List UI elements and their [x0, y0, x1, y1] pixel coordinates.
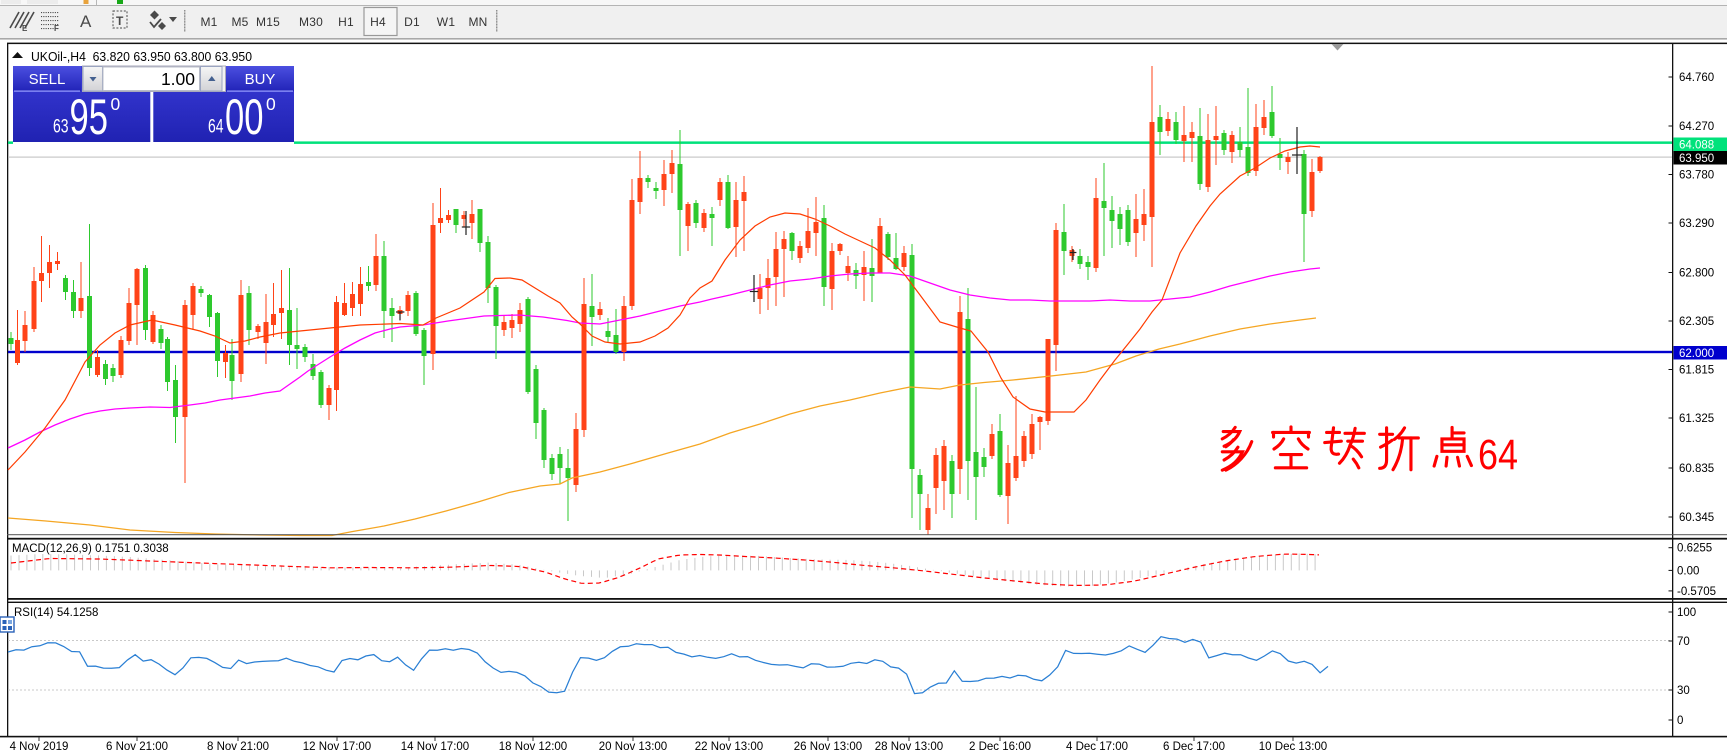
svg-text:14 Nov 17:00: 14 Nov 17:00 [401, 741, 469, 753]
svg-text:D1: D1 [404, 15, 420, 29]
svg-text:M30: M30 [299, 15, 323, 29]
svg-text:RSI(14) 54.1258: RSI(14) 54.1258 [14, 607, 98, 619]
svg-text:6 Nov 21:00: 6 Nov 21:00 [106, 741, 168, 753]
svg-text:M5: M5 [231, 15, 248, 29]
svg-text:63.290: 63.290 [1679, 218, 1714, 230]
svg-text:8 Nov 21:00: 8 Nov 21:00 [207, 741, 269, 753]
svg-text:62.000: 62.000 [1679, 348, 1714, 360]
svg-text:63.780: 63.780 [1679, 170, 1714, 182]
svg-text:64.088: 64.088 [1679, 140, 1714, 152]
svg-text:MACD(12,26,9) 0.1751 0.3038: MACD(12,26,9) 0.1751 0.3038 [12, 543, 169, 555]
svg-text:62.800: 62.800 [1679, 268, 1714, 280]
svg-text:63: 63 [53, 117, 69, 138]
svg-text:W1: W1 [437, 15, 456, 29]
svg-text:10 Dec 13:00: 10 Dec 13:00 [1259, 741, 1327, 753]
svg-text:6 Dec 17:00: 6 Dec 17:00 [1163, 741, 1225, 753]
svg-text:70: 70 [1677, 636, 1690, 648]
svg-text:BUY: BUY [245, 71, 276, 88]
svg-text:00: 00 [225, 89, 264, 145]
svg-text:26 Nov 13:00: 26 Nov 13:00 [794, 741, 862, 753]
svg-text:SELL: SELL [29, 71, 66, 88]
svg-text:M1: M1 [200, 15, 217, 29]
svg-text:0.00: 0.00 [1677, 565, 1699, 577]
svg-text:4 Dec 17:00: 4 Dec 17:00 [1066, 741, 1128, 753]
svg-text:62.305: 62.305 [1679, 316, 1714, 328]
svg-text:-0.5705: -0.5705 [1677, 586, 1716, 598]
svg-text:A: A [80, 12, 92, 31]
svg-text:H4: H4 [370, 15, 386, 29]
svg-text:64: 64 [208, 117, 224, 138]
svg-text:F: F [54, 24, 59, 33]
svg-text:64.760: 64.760 [1679, 72, 1714, 84]
svg-text:61.325: 61.325 [1679, 413, 1714, 425]
svg-text:63.950: 63.950 [1679, 153, 1714, 165]
svg-text:E: E [22, 24, 28, 33]
svg-text:0: 0 [266, 94, 276, 114]
svg-text:0.6255: 0.6255 [1677, 543, 1712, 555]
svg-text:60.835: 60.835 [1679, 463, 1714, 475]
svg-text:64: 64 [1478, 432, 1518, 479]
svg-text:61.815: 61.815 [1679, 365, 1714, 377]
svg-text:2 Dec 16:00: 2 Dec 16:00 [969, 741, 1031, 753]
svg-text:T: T [116, 14, 124, 28]
svg-text:UKOil-,H4 63.820 63.950 63.80: UKOil-,H4 63.820 63.950 63.800 63.950 [31, 49, 252, 64]
svg-text:20 Nov 13:00: 20 Nov 13:00 [599, 741, 667, 753]
svg-text:MN: MN [468, 15, 487, 29]
svg-text:18 Nov 12:00: 18 Nov 12:00 [499, 741, 567, 753]
svg-text:64.270: 64.270 [1679, 121, 1714, 133]
svg-text:M15: M15 [256, 15, 280, 29]
svg-text:28 Nov 13:00: 28 Nov 13:00 [875, 741, 943, 753]
svg-text:12 Nov 17:00: 12 Nov 17:00 [303, 741, 371, 753]
svg-text:60.345: 60.345 [1679, 512, 1714, 524]
svg-text:0: 0 [111, 94, 121, 114]
svg-text:4 Nov 2019: 4 Nov 2019 [10, 741, 69, 753]
svg-text:95: 95 [70, 89, 109, 145]
svg-text:H1: H1 [338, 15, 354, 29]
svg-text:1.00: 1.00 [161, 69, 195, 89]
svg-text:30: 30 [1677, 685, 1690, 697]
svg-text:22 Nov 13:00: 22 Nov 13:00 [695, 741, 763, 753]
svg-text:0: 0 [1677, 715, 1683, 727]
svg-text:100: 100 [1677, 607, 1696, 619]
